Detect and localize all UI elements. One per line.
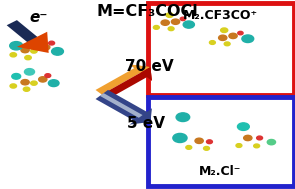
Circle shape (176, 113, 190, 122)
Circle shape (183, 21, 194, 28)
Text: M₂.Cl⁻: M₂.Cl⁻ (199, 165, 242, 178)
Circle shape (21, 80, 29, 85)
Circle shape (10, 42, 23, 50)
Text: 5 eV: 5 eV (127, 116, 165, 131)
Circle shape (25, 56, 31, 60)
Circle shape (31, 49, 37, 53)
Text: M₂.CF3CO⁺: M₂.CF3CO⁺ (183, 9, 258, 22)
Circle shape (254, 144, 260, 148)
Polygon shape (17, 32, 49, 53)
Circle shape (12, 74, 21, 79)
Circle shape (236, 144, 242, 147)
Circle shape (161, 20, 169, 25)
Circle shape (204, 146, 209, 150)
Text: e⁻: e⁻ (30, 9, 48, 25)
Polygon shape (96, 64, 150, 94)
Circle shape (237, 123, 249, 130)
Circle shape (39, 77, 47, 82)
Circle shape (195, 138, 203, 143)
Circle shape (171, 19, 180, 24)
Circle shape (21, 47, 29, 53)
Circle shape (48, 80, 59, 87)
Circle shape (267, 139, 276, 145)
Circle shape (10, 84, 17, 88)
FancyBboxPatch shape (148, 3, 294, 95)
Circle shape (49, 41, 55, 45)
Polygon shape (102, 67, 152, 99)
Circle shape (221, 28, 228, 33)
Circle shape (209, 41, 215, 44)
Circle shape (23, 87, 30, 91)
Circle shape (219, 35, 227, 40)
Circle shape (153, 26, 159, 29)
Circle shape (242, 35, 254, 43)
Circle shape (257, 136, 263, 140)
Circle shape (168, 27, 174, 31)
Circle shape (229, 33, 237, 39)
Circle shape (244, 135, 252, 141)
Circle shape (24, 69, 35, 75)
Circle shape (173, 133, 187, 143)
Circle shape (186, 146, 192, 149)
Circle shape (238, 31, 243, 35)
Circle shape (31, 81, 37, 85)
FancyBboxPatch shape (148, 97, 294, 186)
Circle shape (224, 42, 230, 46)
Polygon shape (100, 93, 142, 118)
Polygon shape (102, 64, 150, 94)
Circle shape (180, 17, 186, 21)
Circle shape (45, 74, 51, 77)
Circle shape (42, 45, 50, 50)
Text: 70 eV: 70 eV (125, 59, 173, 74)
Polygon shape (96, 90, 152, 125)
Polygon shape (7, 20, 43, 46)
Circle shape (206, 140, 212, 144)
Circle shape (166, 13, 173, 17)
Text: M=CF₃COCl: M=CF₃COCl (97, 4, 198, 19)
Circle shape (10, 53, 17, 57)
Polygon shape (102, 67, 152, 94)
Circle shape (52, 48, 63, 55)
